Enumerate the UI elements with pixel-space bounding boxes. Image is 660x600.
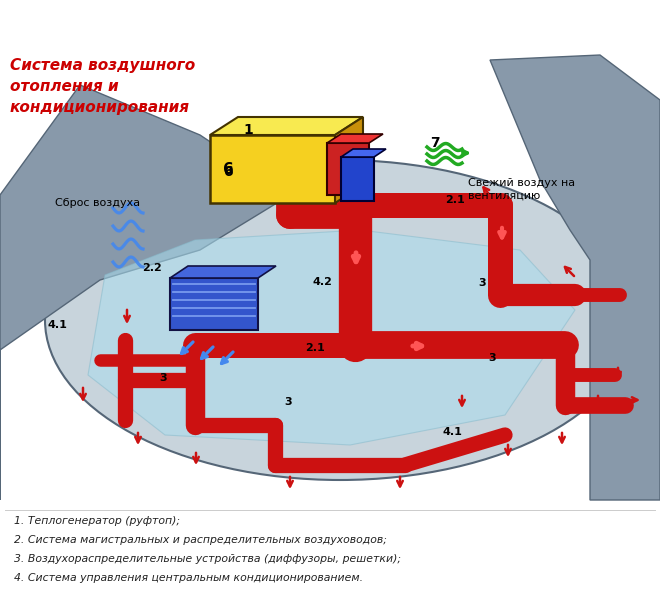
Polygon shape <box>88 230 575 445</box>
Text: Система воздушного
отопления и
кондиционирования: Система воздушного отопления и кондицион… <box>10 58 195 115</box>
Polygon shape <box>0 85 290 500</box>
Polygon shape <box>210 117 363 135</box>
Polygon shape <box>327 134 383 143</box>
Text: 1: 1 <box>243 123 253 137</box>
Bar <box>327 143 369 195</box>
Text: 2.1: 2.1 <box>305 343 325 353</box>
Text: 2.1: 2.1 <box>445 195 465 205</box>
Bar <box>341 157 374 201</box>
Text: 6: 6 <box>223 165 233 179</box>
Text: 2.2: 2.2 <box>142 263 162 273</box>
Text: 4. Система управления центральным кондиционированием.: 4. Система управления центральным кондиц… <box>14 573 363 583</box>
Bar <box>210 135 335 203</box>
Text: 3: 3 <box>488 353 496 363</box>
Text: Свежий воздух на
вентиляцию: Свежий воздух на вентиляцию <box>468 178 575 200</box>
Text: 3. Воздухораспределительные устройства (диффузоры, решетки);: 3. Воздухораспределительные устройства (… <box>14 554 401 564</box>
Text: 4.1: 4.1 <box>442 427 462 437</box>
Text: 6: 6 <box>222 161 234 176</box>
Text: 4.1: 4.1 <box>47 320 67 330</box>
Text: Сброс воздуха: Сброс воздуха <box>55 198 141 208</box>
Polygon shape <box>170 266 276 278</box>
Bar <box>0 508 660 600</box>
Polygon shape <box>490 55 660 500</box>
Text: 7: 7 <box>430 136 440 150</box>
Text: 4.2: 4.2 <box>312 277 332 287</box>
Text: 3: 3 <box>159 373 167 383</box>
Text: 1. Теплогенератор (руфтоп);: 1. Теплогенератор (руфтоп); <box>14 516 180 526</box>
Bar <box>170 278 258 330</box>
Polygon shape <box>341 149 386 157</box>
Polygon shape <box>335 117 363 203</box>
Text: 3: 3 <box>478 278 486 288</box>
Text: 2. Система магистральных и распределительных воздуховодов;: 2. Система магистральных и распределител… <box>14 535 387 545</box>
Text: 3: 3 <box>284 397 292 407</box>
Ellipse shape <box>45 160 635 480</box>
